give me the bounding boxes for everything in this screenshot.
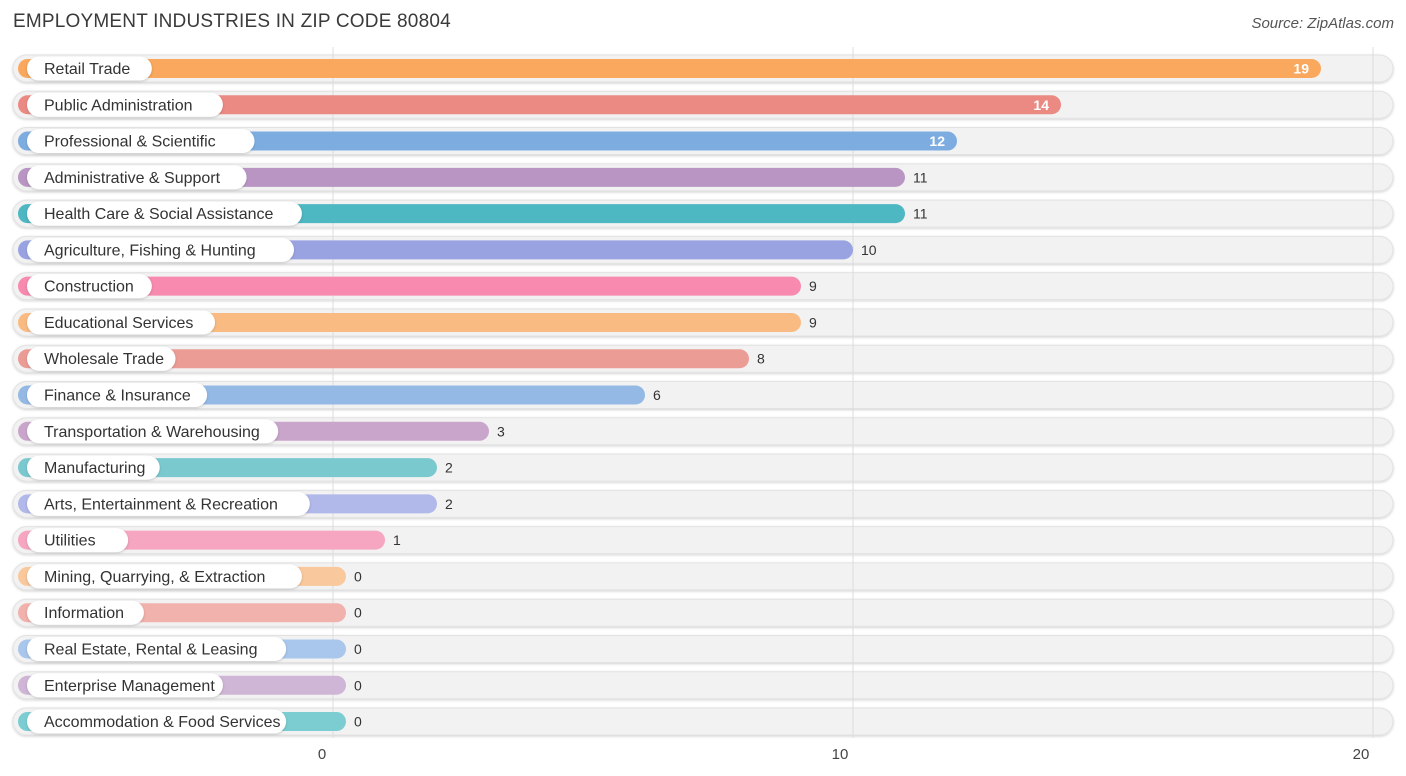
category-label-pill — [27, 92, 223, 117]
value-label: 0 — [354, 568, 362, 584]
value-label: 2 — [445, 460, 453, 476]
category-label: Utilities — [44, 533, 96, 550]
category-label-pill — [27, 129, 255, 154]
category-label: Health Care & Social Assistance — [44, 206, 274, 223]
category-label-pill — [27, 528, 129, 553]
value-label: 2 — [445, 496, 453, 512]
category-label: Information — [44, 605, 124, 622]
value-label: 0 — [354, 677, 362, 693]
category-label: Public Administration — [44, 97, 193, 114]
value-label: 0 — [354, 641, 362, 657]
category-label-pill — [27, 491, 310, 516]
x-tick-label: 20 — [1353, 746, 1370, 763]
value-label: 1 — [393, 532, 401, 548]
category-label: Enterprise Management — [44, 678, 215, 695]
category-label: Transportation & Warehousing — [44, 424, 260, 441]
category-label: Administrative & Support — [44, 170, 221, 187]
value-label: 6 — [653, 387, 661, 403]
category-label: Wholesale Trade — [44, 351, 164, 368]
value-label: 19 — [1293, 61, 1309, 77]
value-label: 9 — [809, 278, 817, 294]
bar — [18, 59, 1321, 78]
category-label-pill — [27, 201, 302, 226]
category-label-pill — [27, 165, 247, 190]
bar — [18, 349, 749, 369]
value-label: 0 — [354, 605, 362, 621]
value-label: 11 — [913, 206, 928, 222]
value-label: 10 — [861, 242, 877, 258]
category-label-pill — [27, 455, 160, 480]
category-label: Educational Services — [44, 315, 193, 332]
row-track — [12, 634, 1394, 663]
value-label: 12 — [929, 133, 945, 149]
category-label-pill — [27, 564, 302, 589]
category-label: Construction — [44, 279, 134, 296]
value-label: 8 — [757, 351, 765, 367]
row-track — [12, 671, 1394, 700]
bar — [18, 95, 1061, 115]
row-track — [12, 562, 1394, 591]
value-label: 0 — [354, 714, 362, 730]
value-label: 3 — [497, 423, 505, 439]
chart-title: EMPLOYMENT INDUSTRIES IN ZIP CODE 80804 — [13, 11, 451, 32]
category-label: Agriculture, Fishing & Hunting — [44, 242, 256, 259]
category-label: Retail Trade — [44, 61, 130, 78]
row-track — [12, 598, 1394, 627]
value-label: 11 — [913, 169, 928, 185]
category-label: Accommodation & Food Services — [44, 714, 281, 731]
row-track — [12, 707, 1394, 736]
category-label: Arts, Entertainment & Recreation — [44, 496, 278, 513]
category-label-pill — [27, 673, 223, 698]
category-label-pill — [27, 274, 152, 299]
category-label-pill — [27, 383, 208, 408]
category-label: Finance & Insurance — [44, 388, 191, 405]
category-label: Mining, Quarrying, & Extraction — [44, 569, 265, 586]
source-attribution: Source: ZipAtlas.com — [1251, 15, 1394, 32]
category-label-pill — [27, 600, 144, 625]
category-label-pill — [27, 56, 152, 81]
category-label-pill — [27, 310, 215, 335]
value-label: 9 — [809, 314, 817, 330]
x-tick-label: 0 — [318, 746, 326, 763]
x-tick-label: 10 — [832, 746, 849, 763]
category-label-pill — [27, 346, 176, 371]
category-label-pill — [27, 636, 287, 661]
category-label-pill — [27, 419, 279, 444]
category-label: Professional & Scientific — [44, 134, 216, 151]
category-label: Real Estate, Rental & Leasing — [44, 641, 257, 658]
category-label-pill — [27, 237, 294, 262]
value-label: 14 — [1033, 97, 1049, 113]
category-label-pill — [27, 709, 287, 734]
bar — [18, 276, 801, 296]
category-label: Manufacturing — [44, 460, 145, 477]
